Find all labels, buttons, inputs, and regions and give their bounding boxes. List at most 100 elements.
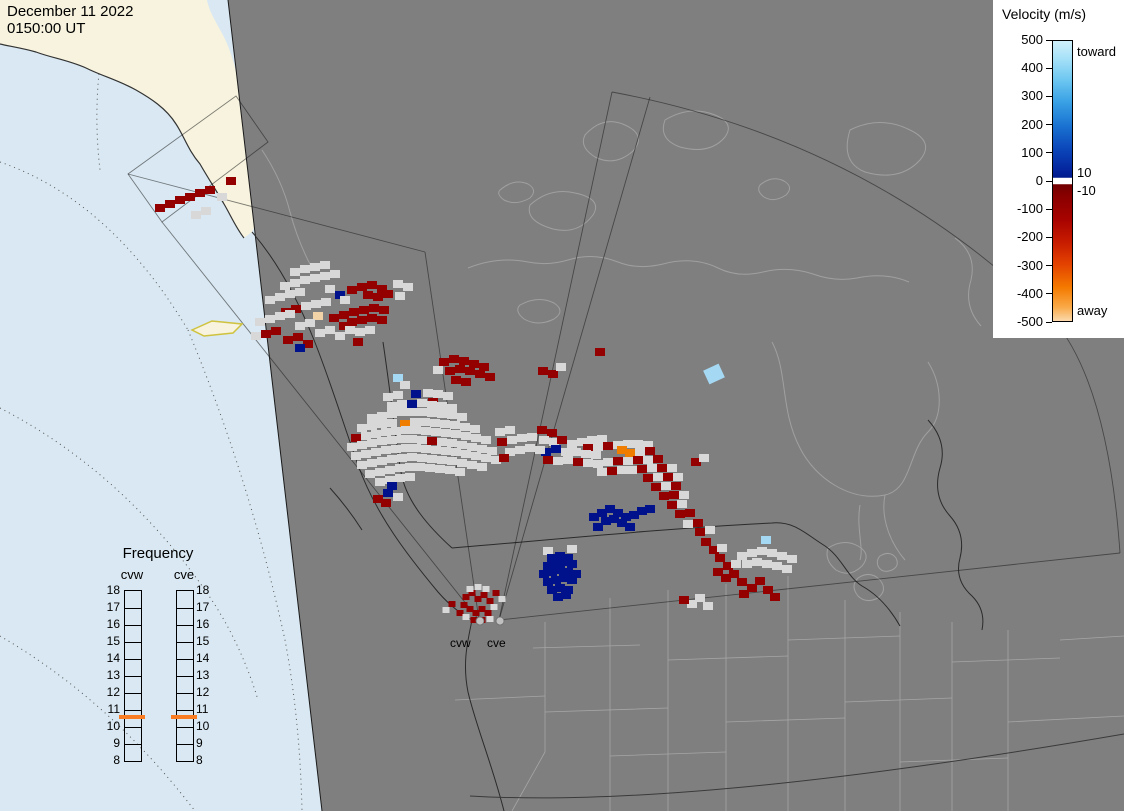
radar-cell (487, 447, 497, 455)
radar-cell (377, 285, 387, 293)
frequency-scale-segment (177, 727, 193, 744)
radar-cell (351, 434, 361, 442)
radar-cell (571, 448, 581, 456)
radar-cell (617, 446, 627, 454)
frequency-scale-segment (177, 642, 193, 659)
radar-cell (561, 448, 571, 456)
radar-cell (291, 305, 301, 313)
radar-cell (731, 560, 741, 568)
alaska-landmass (0, 0, 262, 238)
radar-cell (699, 454, 709, 462)
radar-cell (421, 427, 431, 435)
radar-cell (330, 270, 340, 278)
radar-cell (427, 437, 437, 445)
radar-cell (683, 520, 693, 528)
frequency-tick-label: 18 (196, 583, 210, 597)
radar-cell (460, 602, 468, 608)
radar-cell (659, 492, 669, 500)
radar-cell (462, 594, 470, 600)
frequency-scale-segment (125, 710, 141, 727)
colorbar-tick-mark (1046, 265, 1052, 267)
radar-cell (709, 546, 719, 554)
radar-cell (387, 436, 397, 444)
radar-cell (629, 511, 639, 519)
radar-cell (643, 456, 653, 464)
radar-cell (633, 440, 643, 448)
lake-outline (517, 299, 561, 324)
radar-cell (625, 523, 635, 531)
radar-site-dot-cve (495, 616, 505, 626)
radar-cell (457, 413, 467, 421)
radar-cell (387, 410, 397, 418)
island-outline (498, 181, 534, 204)
radar-cell (261, 330, 271, 338)
radar-cell (717, 544, 727, 552)
radar-cell (251, 332, 261, 340)
radar-cell (417, 454, 427, 462)
radar-cell (605, 505, 615, 513)
frequency-tick-label: 8 (196, 753, 203, 767)
radar-cell (703, 363, 725, 385)
radar-cell (361, 450, 371, 458)
radar-cell (325, 326, 335, 334)
frequency-scale-segment (125, 727, 141, 744)
radar-cell (747, 549, 757, 557)
radar-cell (571, 570, 581, 578)
frequency-tick-label: 12 (106, 685, 120, 699)
radar-cell (613, 509, 623, 517)
radar-cell (457, 441, 467, 449)
radar-site-label-cve: cve (487, 636, 506, 650)
radar-cell (451, 376, 461, 384)
radar-cell (490, 604, 498, 610)
coastlines (261, 110, 982, 602)
radar-cell (679, 596, 689, 604)
radar-cell (397, 408, 407, 416)
radar-cell (547, 554, 557, 562)
radar-cell (450, 421, 460, 429)
radar-cell (617, 519, 627, 527)
radar-cell (460, 423, 470, 431)
radar-cell (547, 586, 557, 594)
radar-cell (761, 536, 771, 544)
radar-cell (723, 562, 733, 570)
radar-cell (275, 312, 285, 320)
frequency-scale-segment (177, 693, 193, 710)
radar-cell (377, 420, 387, 428)
radar-cell (635, 448, 645, 456)
radar-cell (627, 466, 637, 474)
frequency-scale-segment (177, 744, 193, 761)
colorbar-tick-label: 200 (1021, 116, 1043, 132)
radar-cell (499, 454, 509, 462)
fov-edge-line (161, 221, 480, 621)
frequency-scale-segment (125, 659, 141, 676)
frequency-tick-label: 14 (106, 651, 120, 665)
radar-cell (663, 473, 673, 481)
fov-range-line (127, 173, 426, 253)
frequency-scale-segment (177, 591, 193, 608)
radar-cell (357, 424, 367, 432)
radar-cell (357, 283, 367, 291)
radar-site-label-cvw: cvw (450, 636, 471, 650)
radar-cell (445, 466, 455, 474)
radar-cell (597, 509, 607, 517)
radar-cell (607, 467, 617, 475)
velocity-colorbar-panel: Velocity (m/s) 500 400 300 200 100 0 -100 -200 -… (993, 0, 1124, 338)
radar-cell (395, 474, 405, 482)
radar-cell (290, 279, 300, 287)
timestamp-block: December 11 2022 0150:00 UT (7, 3, 133, 37)
radar-cell (469, 360, 479, 368)
radar-cell (687, 600, 697, 608)
radar-cell (377, 316, 387, 324)
colorbar-tick-mark (1046, 95, 1052, 97)
radar-cell (577, 438, 587, 446)
radar-cell (603, 458, 613, 466)
away-label: away (1077, 303, 1108, 318)
radar-cell (400, 381, 410, 389)
radar-cell (657, 464, 667, 472)
radar-cell (375, 478, 385, 486)
time-label: 0150:00 UT (7, 20, 86, 37)
radar-cell (421, 445, 431, 453)
radar-cell (401, 444, 411, 452)
radar-cell (353, 338, 363, 346)
